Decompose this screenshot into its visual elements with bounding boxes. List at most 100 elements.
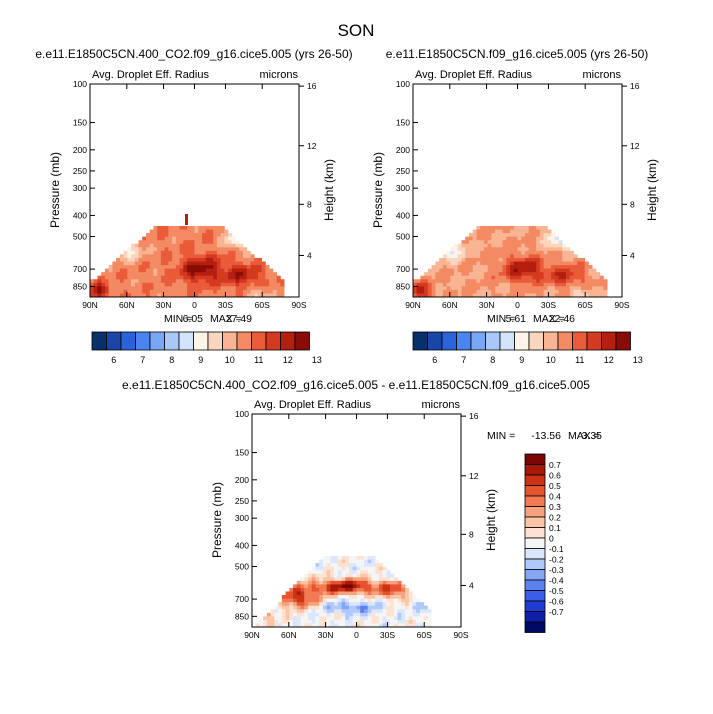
field-cell — [300, 591, 305, 596]
field-cell — [454, 261, 459, 266]
x-tick-label: 90S — [291, 300, 306, 310]
field-cell — [231, 254, 236, 259]
field-cell — [580, 275, 586, 280]
field-cell — [562, 275, 567, 280]
field-cell — [495, 268, 500, 273]
field-cell — [551, 236, 556, 241]
field-cell — [134, 261, 139, 266]
field-cell — [168, 289, 173, 294]
field-cell — [187, 240, 192, 245]
field-cell — [543, 279, 548, 284]
field-cell — [472, 247, 477, 252]
field-cell — [573, 275, 578, 280]
field-cell — [228, 261, 233, 266]
field-cell — [157, 240, 162, 245]
field-cell — [543, 272, 548, 277]
field-cell — [382, 609, 387, 614]
field-cell — [172, 261, 177, 266]
field-cell — [427, 619, 432, 624]
field-cell — [278, 619, 283, 624]
field-cell — [491, 226, 496, 230]
field-cell — [179, 289, 184, 294]
field-cell — [502, 233, 507, 238]
field-cell — [420, 279, 425, 284]
field-cell — [480, 279, 485, 284]
field-cell — [349, 591, 354, 596]
field-cell — [554, 282, 559, 287]
field-cell — [521, 289, 526, 294]
colorbar-label: 0.2 — [549, 513, 561, 523]
field-cell — [164, 268, 169, 273]
field-cell — [367, 570, 372, 575]
field-cell — [562, 243, 567, 248]
field-cell — [93, 279, 98, 284]
field-cell — [580, 265, 586, 269]
field-cell — [224, 240, 229, 245]
field-cell — [547, 282, 552, 287]
field-cell — [213, 268, 218, 273]
field-cell — [205, 261, 210, 266]
field-cell — [528, 286, 533, 291]
field-cell — [205, 229, 210, 234]
field-cell — [164, 250, 169, 255]
colorbar-box — [524, 453, 546, 465]
field-cell — [547, 236, 552, 241]
field-cell — [386, 587, 391, 592]
field-cell — [127, 293, 132, 297]
field-cell — [487, 250, 492, 255]
field-cell — [352, 580, 357, 585]
field-cell — [352, 612, 357, 617]
field-cell — [205, 268, 210, 273]
field-cell — [127, 279, 132, 284]
field-cell — [187, 279, 192, 284]
colorbar-box — [524, 558, 546, 570]
field-cell — [562, 257, 567, 262]
field-cell — [261, 293, 266, 297]
y-tick-label-right: 8 — [307, 199, 312, 209]
field-cell — [322, 602, 328, 607]
field-cell — [220, 275, 225, 280]
field-cell — [127, 261, 132, 266]
x-tick-label: 0 — [354, 630, 359, 640]
field-cell — [566, 257, 571, 262]
field-cell — [539, 272, 545, 277]
field-cell — [352, 623, 357, 627]
field-cell — [461, 254, 466, 259]
field-cell — [157, 268, 162, 273]
field-cell — [513, 282, 518, 287]
field-cell — [442, 268, 447, 273]
colorbar-box — [524, 495, 546, 507]
field-cell — [457, 272, 462, 277]
field-cell — [190, 286, 195, 291]
field-cell — [285, 623, 290, 627]
field-cell — [446, 293, 451, 297]
field-cell — [580, 282, 586, 287]
field-cell — [300, 577, 305, 582]
field-cell — [213, 233, 218, 238]
field-cell — [416, 623, 421, 627]
field-cell — [378, 580, 384, 585]
field-cell — [457, 286, 462, 291]
field-cell — [472, 229, 477, 234]
field-cell — [112, 268, 117, 273]
field-cell — [562, 293, 567, 297]
field-cell — [281, 623, 286, 627]
field-cell — [183, 229, 188, 234]
field-cell — [266, 612, 272, 617]
field-cell — [90, 279, 95, 284]
field-cell — [584, 293, 589, 297]
field-cell — [375, 570, 380, 575]
field-cell — [551, 265, 556, 269]
colorbar-box — [193, 331, 209, 351]
field-cell — [513, 254, 518, 259]
field-cell — [468, 254, 474, 259]
field-cell — [413, 293, 418, 297]
field-cell — [145, 289, 151, 294]
field-cell — [243, 265, 248, 269]
field-cell — [476, 289, 481, 294]
field-cell — [311, 577, 316, 582]
field-cell — [168, 247, 173, 252]
field-cell — [416, 286, 421, 291]
field-cell — [149, 293, 154, 297]
field-cell — [330, 584, 335, 589]
